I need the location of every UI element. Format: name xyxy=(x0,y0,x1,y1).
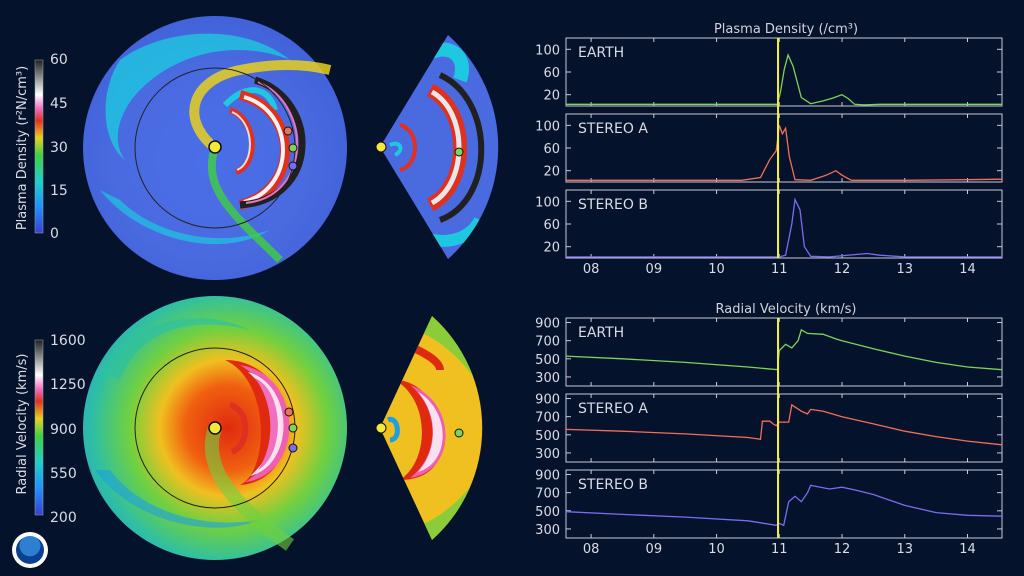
density-tick: 45 xyxy=(50,96,68,112)
x-tick-label: 11 xyxy=(771,542,788,557)
y-tick-label: 700 xyxy=(535,335,560,350)
y-tick-label: 100 xyxy=(535,119,560,134)
density-tick: 30 xyxy=(50,140,68,156)
series-line-stereo-b xyxy=(565,484,1003,527)
density-tick: 60 xyxy=(50,52,68,68)
density-colorbar: Plasma Density (r²N/cm³) 60 45 30 15 0 xyxy=(15,52,68,242)
series-line-stereo-b xyxy=(566,197,1002,258)
velocity-colorbar-title: Radial Velocity (km/s) xyxy=(15,354,30,495)
density-colorbar-title: Plasma Density (r²N/cm³) xyxy=(15,66,30,230)
y-tick-label: 60 xyxy=(543,66,560,81)
y-tick-label: 900 xyxy=(535,317,560,332)
series-line-stereo-a xyxy=(566,125,1003,181)
earth-marker xyxy=(454,147,464,157)
panel-label: EARTH xyxy=(578,45,624,61)
chart-title: Plasma Density (/cm³) xyxy=(714,22,858,37)
y-tick-label: 700 xyxy=(535,411,560,426)
panel-label: STEREO A xyxy=(578,121,648,137)
stereo-a-marker xyxy=(283,126,293,136)
radial-velocity-chart: Radial Velocity (km/s) 300 500 700 900 EARTH… xyxy=(535,302,1003,557)
panel-stereo-a: 300 500 700 900 STEREO A xyxy=(535,393,1003,463)
sun-marker xyxy=(375,141,387,153)
y-tick-label: 20 xyxy=(543,241,560,256)
x-tick-label: 09 xyxy=(646,262,663,277)
panel-label: STEREO B xyxy=(578,477,648,493)
noaa-logo xyxy=(12,532,48,568)
x-tick-label: 11 xyxy=(771,262,788,277)
panel-frame xyxy=(565,317,1003,387)
y-tick-label: 500 xyxy=(535,353,560,368)
x-tick-label: 13 xyxy=(896,542,913,557)
y-tick-label: 100 xyxy=(535,195,560,210)
x-tick-label: 14 xyxy=(959,262,976,277)
panel-earth: 300 500 700 900 EARTH xyxy=(535,317,1003,387)
panel-stereo-b: 20 60 100 STEREO B xyxy=(535,189,1003,259)
y-tick-label: 300 xyxy=(535,447,560,462)
panel-label: EARTH xyxy=(578,325,624,341)
density-meridional-plot xyxy=(375,35,499,259)
earth-marker xyxy=(454,428,464,438)
velocity-meridional-plot xyxy=(375,316,483,540)
panel-stereo-a: 20 60 100 STEREO A xyxy=(535,113,1003,183)
velocity-ecliptic-plot xyxy=(83,296,347,560)
x-tick-label: 10 xyxy=(708,542,725,557)
sun-marker xyxy=(208,140,222,154)
x-tick-label: 12 xyxy=(834,262,851,277)
x-tick-label: 10 xyxy=(708,262,725,277)
stereo-a-marker xyxy=(284,407,294,417)
y-tick-label: 700 xyxy=(535,487,560,502)
y-tick-label: 300 xyxy=(535,523,560,538)
series-line-stereo-a xyxy=(565,403,1003,446)
y-tick-label: 900 xyxy=(535,393,560,408)
y-tick-label: 60 xyxy=(543,142,560,157)
x-tick-label: 08 xyxy=(583,542,600,557)
stereo-b-marker xyxy=(288,161,298,171)
stereo-b-marker xyxy=(288,443,298,453)
x-tick-label: 13 xyxy=(896,262,913,277)
panel-frame xyxy=(565,393,1003,463)
series-line-earth xyxy=(565,328,1003,371)
earth-marker xyxy=(288,143,298,153)
panel-earth: 20 60 100 EARTH xyxy=(535,37,1003,107)
density-tick: 15 xyxy=(50,183,68,199)
density-colorbar-gradient xyxy=(34,59,44,234)
velocity-tick: 900 xyxy=(50,422,77,438)
panel-label: STEREO B xyxy=(578,197,648,213)
velocity-tick: 550 xyxy=(50,466,77,482)
y-tick-label: 20 xyxy=(543,89,560,104)
panel-frame xyxy=(565,469,1003,539)
density-tick: 0 xyxy=(50,226,59,242)
x-tick-label: 12 xyxy=(834,542,851,557)
series-line-earth xyxy=(566,53,1002,106)
density-ecliptic-plot xyxy=(83,16,347,280)
plasma-density-chart: Plasma Density (/cm³) 20 60 100 EARTH 20 60 10… xyxy=(535,22,1003,277)
x-tick-label: 09 xyxy=(646,542,663,557)
y-tick-label: 20 xyxy=(543,165,560,180)
y-tick-label: 60 xyxy=(543,218,560,233)
sun-marker xyxy=(375,422,387,434)
panel-stereo-b: 300 500 700 900 STEREO B xyxy=(535,469,1003,539)
y-tick-label: 100 xyxy=(535,43,560,58)
x-tick-label: 14 xyxy=(959,542,976,557)
chart-title: Radial Velocity (km/s) xyxy=(716,302,857,317)
sun-marker xyxy=(208,421,222,435)
earth-marker xyxy=(288,423,298,433)
velocity-colorbar: Radial Velocity (km/s) 1600 1250 900 550… xyxy=(15,333,86,526)
velocity-tick: 1250 xyxy=(50,377,86,393)
y-tick-label: 500 xyxy=(535,505,560,520)
velocity-tick: 1600 xyxy=(50,333,86,349)
velocity-colorbar-gradient xyxy=(34,339,44,516)
velocity-tick: 200 xyxy=(50,510,77,526)
y-tick-label: 900 xyxy=(535,469,560,484)
y-tick-label: 500 xyxy=(535,429,560,444)
x-tick-label: 08 xyxy=(583,262,600,277)
y-tick-label: 300 xyxy=(535,371,560,386)
panel-label: STEREO A xyxy=(578,401,648,417)
